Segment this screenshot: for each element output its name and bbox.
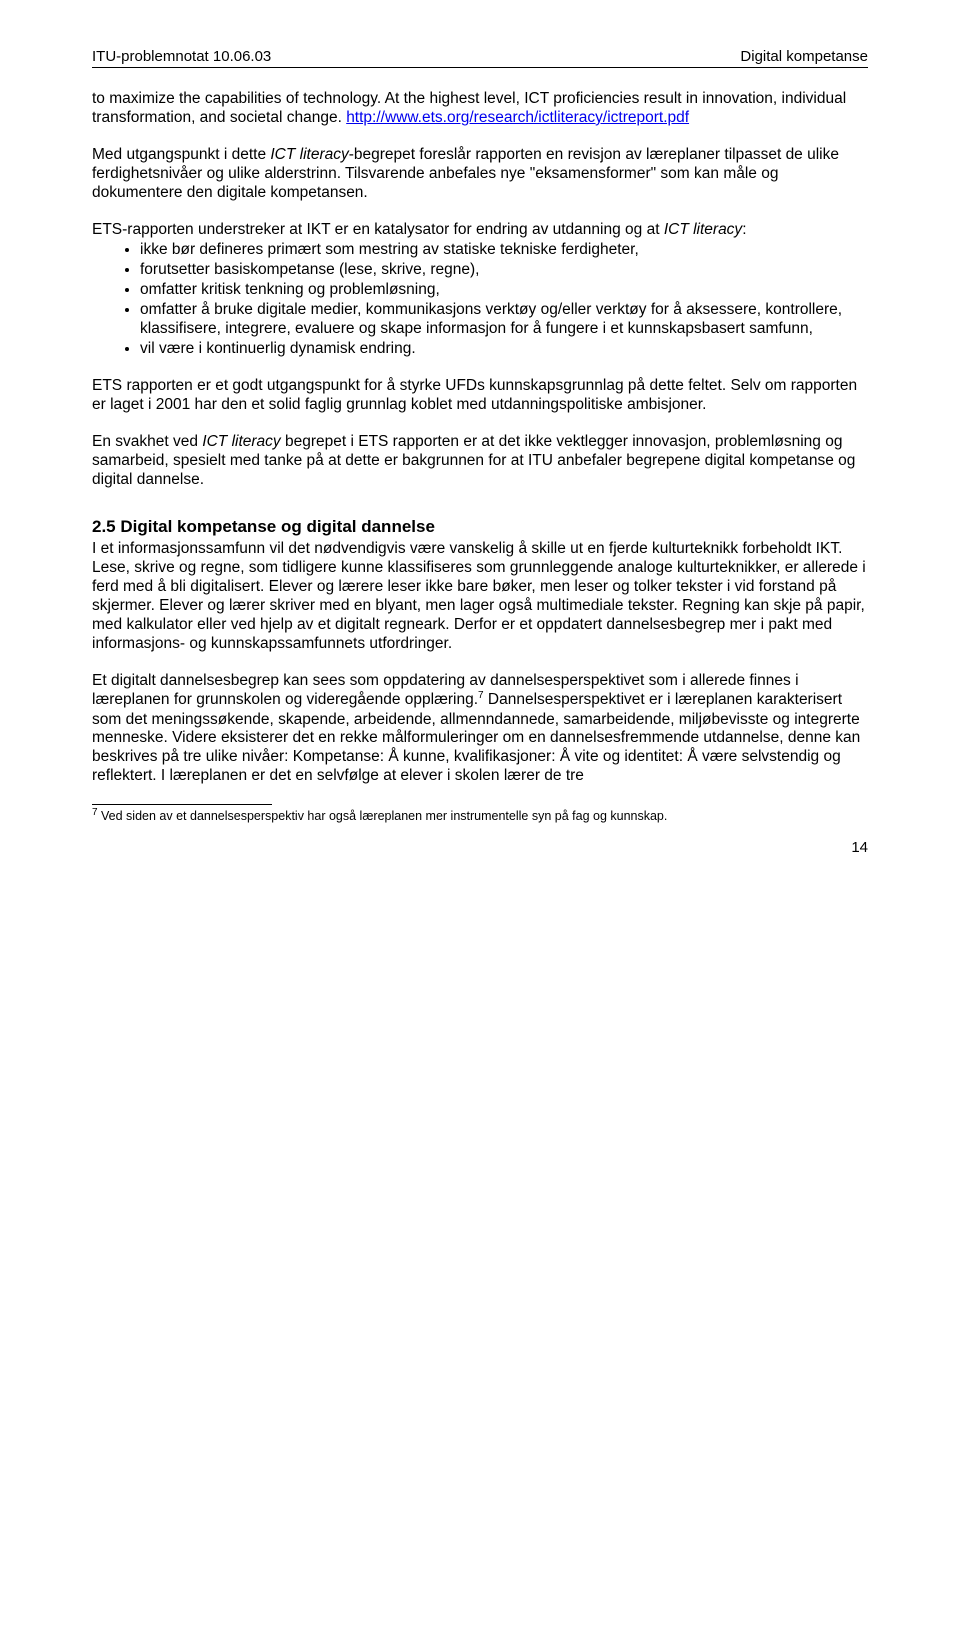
paragraph-5: En svakhet ved ICT literacy begrepet i E… <box>92 433 868 490</box>
page-number: 14 <box>92 839 868 857</box>
list-item: ikke bør defineres primært som mestring … <box>140 241 868 260</box>
ictreport-link[interactable]: http://www.ets.org/research/ictliteracy/… <box>346 109 689 126</box>
body-text: to maximize the capabilities of technolo… <box>92 90 868 857</box>
p2-a: Med utgangspunkt i dette <box>92 146 270 163</box>
p2-italic: ICT literacy <box>270 146 348 163</box>
p5-italic: ICT literacy <box>202 433 280 450</box>
footnote-7: 7 Ved siden av et dannelsesperspektiv ha… <box>92 807 868 825</box>
list-item: vil være i kontinuerlig dynamisk endring… <box>140 340 868 359</box>
header-right: Digital kompetanse <box>740 48 868 65</box>
paragraph-7: Et digitalt dannelsesbegrep kan sees som… <box>92 672 868 787</box>
p3-b: : <box>742 221 746 238</box>
document-page: ITU-problemnotat 10.06.03 Digital kompet… <box>0 0 960 897</box>
paragraph-3-lead: ETS-rapporten understreker at IKT er en … <box>92 221 868 240</box>
paragraph-4: ETS rapporten er et godt utgangspunkt fo… <box>92 377 868 415</box>
list-item: omfatter å bruke digitale medier, kommun… <box>140 301 868 339</box>
footnote-text: Ved siden av et dannelsesperspektiv har … <box>98 809 668 823</box>
paragraph-2: Med utgangspunkt i dette ICT literacy-be… <box>92 146 868 203</box>
page-header: ITU-problemnotat 10.06.03 Digital kompet… <box>92 48 868 68</box>
bullet-list: ikke bør defineres primært som mestring … <box>92 241 868 358</box>
p3-italic: ICT literacy <box>664 221 742 238</box>
p3-a: ETS-rapporten understreker at IKT er en … <box>92 221 664 238</box>
header-left: ITU-problemnotat 10.06.03 <box>92 48 271 65</box>
paragraph-1: to maximize the capabilities of technolo… <box>92 90 868 128</box>
list-item: omfatter kritisk tenkning og problemløsn… <box>140 281 868 300</box>
p5-a: En svakhet ved <box>92 433 202 450</box>
footnote-separator <box>92 804 272 805</box>
section-heading-2-5: 2.5 Digital kompetanse og digital dannel… <box>92 517 868 538</box>
paragraph-6: I et informasjonssamfunn vil det nødvend… <box>92 540 868 653</box>
list-item: forutsetter basiskompetanse (lese, skriv… <box>140 261 868 280</box>
